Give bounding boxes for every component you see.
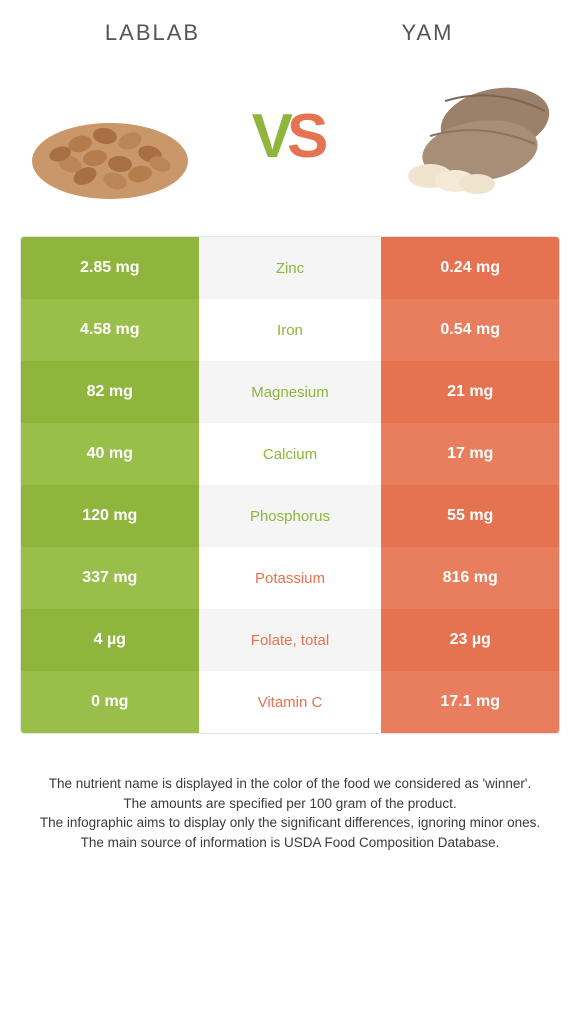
cell-left-value: 2.85 mg: [21, 237, 199, 299]
cell-nutrient-name: Phosphorus: [199, 485, 382, 547]
vs-label: V S: [252, 101, 329, 172]
cell-nutrient-name: Calcium: [199, 423, 382, 485]
lablab-icon: [25, 66, 195, 206]
footnote-line-3: The infographic aims to display only the…: [27, 813, 553, 833]
cell-right-value: 55 mg: [381, 485, 559, 547]
cell-nutrient-name: Zinc: [199, 237, 382, 299]
table-row: 4.58 mgIron0.54 mg: [21, 299, 559, 361]
table-row: 40 mgCalcium17 mg: [21, 423, 559, 485]
table-row: 120 mgPhosphorus55 mg: [21, 485, 559, 547]
cell-right-value: 0.54 mg: [381, 299, 559, 361]
cell-left-value: 82 mg: [21, 361, 199, 423]
header-titles: LABLAB YAM: [15, 20, 565, 46]
cell-left-value: 120 mg: [21, 485, 199, 547]
cell-left-value: 40 mg: [21, 423, 199, 485]
footnote-line-4: The main source of information is USDA F…: [27, 833, 553, 853]
cell-nutrient-name: Iron: [199, 299, 382, 361]
cell-left-value: 4.58 mg: [21, 299, 199, 361]
cell-right-value: 816 mg: [381, 547, 559, 609]
cell-left-value: 4 µg: [21, 609, 199, 671]
food-title-right: YAM: [318, 20, 538, 46]
comparison-table: 2.85 mgZinc0.24 mg4.58 mgIron0.54 mg82 m…: [20, 236, 560, 734]
yam-icon: [385, 66, 555, 206]
footnote-line-2: The amounts are specified per 100 gram o…: [27, 794, 553, 814]
cell-nutrient-name: Potassium: [199, 547, 382, 609]
cell-right-value: 17.1 mg: [381, 671, 559, 733]
cell-left-value: 337 mg: [21, 547, 199, 609]
vs-s: S: [287, 101, 328, 172]
food-title-left: LABLAB: [43, 20, 263, 46]
vs-row: V S: [15, 66, 565, 206]
cell-nutrient-name: Folate, total: [199, 609, 382, 671]
cell-nutrient-name: Magnesium: [199, 361, 382, 423]
cell-right-value: 21 mg: [381, 361, 559, 423]
cell-right-value: 17 mg: [381, 423, 559, 485]
cell-right-value: 23 µg: [381, 609, 559, 671]
footnote: The nutrient name is displayed in the co…: [15, 774, 565, 852]
cell-nutrient-name: Vitamin C: [199, 671, 382, 733]
table-row: 0 mgVitamin C17.1 mg: [21, 671, 559, 733]
cell-left-value: 0 mg: [21, 671, 199, 733]
table-row: 2.85 mgZinc0.24 mg: [21, 237, 559, 299]
table-row: 82 mgMagnesium21 mg: [21, 361, 559, 423]
table-row: 337 mgPotassium816 mg: [21, 547, 559, 609]
table-row: 4 µgFolate, total23 µg: [21, 609, 559, 671]
cell-right-value: 0.24 mg: [381, 237, 559, 299]
food-image-right: [385, 66, 555, 206]
food-image-left: [25, 66, 195, 206]
footnote-line-1: The nutrient name is displayed in the co…: [27, 774, 553, 794]
